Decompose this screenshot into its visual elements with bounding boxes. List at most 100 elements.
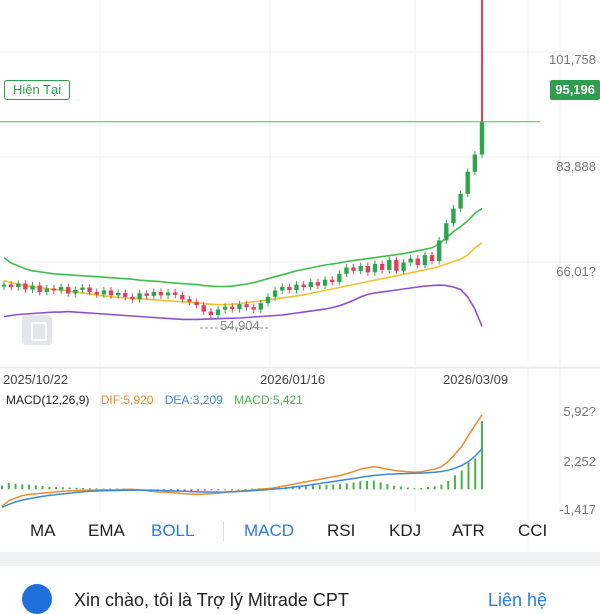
macd-title: MACD(12,26,9)	[6, 393, 90, 407]
candle-body	[301, 284, 306, 288]
macd-histogram-bar	[481, 421, 483, 490]
macd-histogram-bar	[433, 486, 436, 490]
macd-histogram-bar	[298, 485, 301, 490]
candle-body	[87, 287, 92, 292]
current-price-label: Hiện Tại	[4, 80, 71, 100]
assistant-greeting: Xin chào, tôi là Trợ lý Mitrade CPT	[74, 590, 349, 610]
tab-kdj[interactable]: KDJ	[389, 521, 422, 540]
macd-histogram-bar	[210, 489, 213, 491]
candle-body	[237, 304, 242, 310]
candle-body	[58, 287, 64, 291]
candle-body	[94, 291, 99, 295]
candle-body	[458, 193, 463, 209]
candle-body	[387, 260, 392, 270]
x-tick-3: 2026/03/09	[443, 372, 509, 387]
contact-link[interactable]: Liên hệ	[488, 590, 548, 610]
macd-histogram-bar	[440, 484, 443, 490]
macd-histogram-bar	[7, 483, 10, 490]
macd-histogram-bar	[460, 470, 463, 490]
macd-label: MACD:5,421	[234, 393, 303, 407]
candle-body	[194, 301, 199, 306]
macd-histogram-bar	[1, 485, 3, 490]
candle-body	[1, 284, 7, 287]
candle-body	[287, 287, 292, 290]
macd-histogram-bar	[325, 484, 328, 490]
y-tick-2: 83,888	[556, 159, 596, 174]
tab-cci[interactable]: CCI	[518, 521, 548, 540]
macd-histogram-bar	[88, 488, 91, 490]
candle-body	[379, 263, 385, 270]
macd-histogram-bar	[386, 484, 389, 490]
candle-body	[173, 292, 178, 295]
macd-histogram-bar	[41, 486, 44, 490]
candle-body	[265, 296, 271, 304]
candle-body	[472, 154, 478, 172]
candle-body	[329, 279, 335, 283]
tab-rsi[interactable]: RSI	[327, 521, 356, 540]
candle-body	[187, 299, 192, 302]
macd-histogram-bar	[393, 485, 396, 490]
macd-histogram-bar	[474, 458, 477, 490]
macd-histogram-bar	[244, 488, 247, 490]
candle-body	[16, 283, 21, 288]
price-chart[interactable]	[0, 0, 600, 600]
tab-ema[interactable]: EMA	[88, 521, 125, 540]
candle-body	[244, 304, 249, 308]
indicator-tabs: MA EMA BOLL MACD RSI KDJ ATR CCI	[0, 516, 600, 548]
macd-histogram-bar	[399, 486, 402, 490]
candle-body	[322, 279, 328, 286]
candle-body	[258, 303, 264, 310]
assistant-avatar-icon	[22, 584, 52, 614]
macd-histogram-bar	[359, 481, 362, 490]
macd-histogram-bar	[75, 487, 78, 490]
fullscreen-icon[interactable]	[22, 315, 52, 345]
macd-histogram-bar	[21, 484, 24, 490]
candle-body	[180, 294, 185, 300]
candle-body	[344, 267, 349, 274]
candle-body	[308, 282, 313, 288]
macd-histogram-bar	[406, 487, 409, 490]
macd-histogram-bar	[305, 485, 308, 490]
candle-body	[215, 309, 221, 316]
candle-body	[73, 289, 78, 294]
macd-histogram-bar	[34, 485, 37, 490]
candle-body	[230, 306, 235, 310]
candle-body	[101, 290, 107, 295]
candle-body	[8, 284, 14, 288]
macd-histogram-bar	[190, 489, 193, 492]
macd-histogram-bar	[230, 489, 233, 491]
macd-histogram-bar	[332, 484, 335, 490]
dea-label: DEA:3,209	[164, 393, 223, 407]
macd-histogram-bar	[28, 484, 31, 490]
macd-histogram-bar	[183, 489, 186, 492]
tab-atr[interactable]: ATR	[452, 521, 485, 540]
candle-body	[222, 306, 228, 310]
candle-body	[280, 287, 285, 291]
macd-histogram-bar	[420, 487, 423, 490]
macd-y-tick-3: -1,417	[559, 502, 596, 517]
candle-body	[108, 290, 114, 296]
tab-ma[interactable]: MA	[30, 521, 56, 540]
macd-histogram-bar	[413, 488, 416, 490]
candle-body	[137, 293, 142, 300]
x-tick-1: 2025/10/22	[3, 372, 69, 387]
macd-histogram-bar	[318, 485, 321, 490]
macd-y-tick-2: 2,252	[563, 454, 596, 469]
macd-histogram-bar	[379, 482, 382, 490]
macd-histogram-bar	[311, 485, 314, 490]
boll-lower-line	[3, 284, 483, 327]
candle-body	[80, 287, 85, 290]
assistant-banner[interactable]	[0, 566, 600, 600]
tab-macd[interactable]: MACD	[244, 521, 295, 540]
section-divider	[0, 552, 600, 566]
candle-body	[351, 267, 356, 271]
macd-histogram-bar	[203, 489, 206, 491]
candle-body	[123, 292, 128, 297]
macd-histogram-bar	[426, 487, 429, 490]
candle-body	[158, 291, 164, 296]
candle-body	[372, 263, 378, 273]
tab-divider	[223, 521, 224, 541]
macd-histogram-bar	[352, 482, 355, 490]
tab-boll[interactable]: BOLL	[151, 521, 195, 540]
